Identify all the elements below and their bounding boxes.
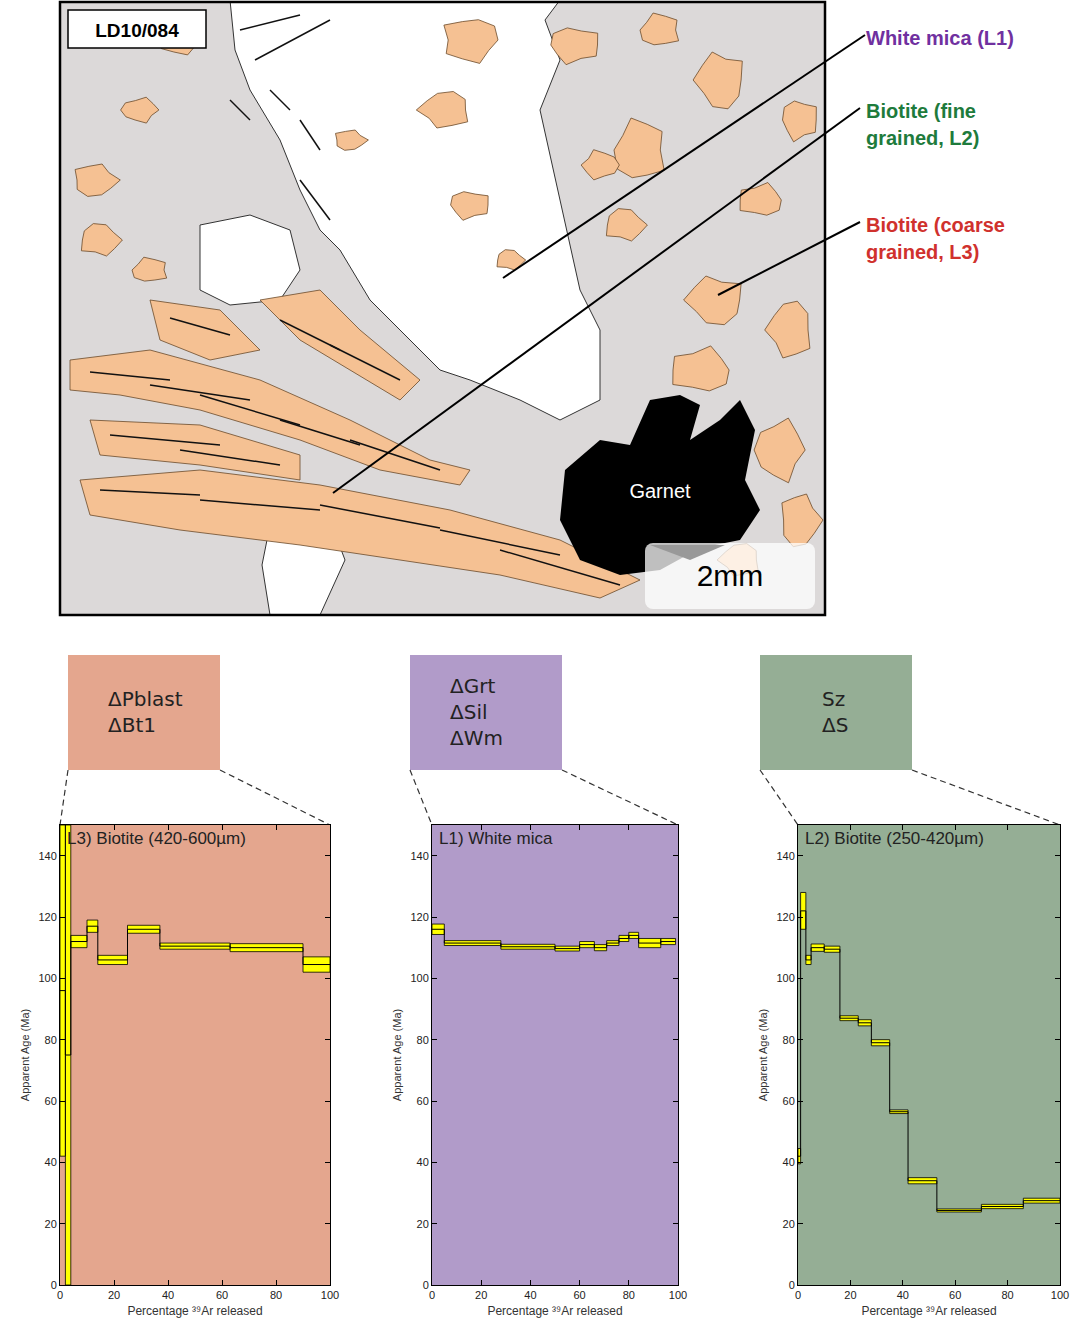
- svg-text:Apparent Age (Ma): Apparent Age (Ma): [391, 1009, 403, 1101]
- svg-text:0: 0: [795, 1289, 801, 1301]
- svg-text:ΔS: ΔS: [822, 713, 848, 737]
- svg-text:2mm: 2mm: [697, 559, 764, 592]
- svg-text:100: 100: [1051, 1289, 1069, 1301]
- svg-text:0: 0: [57, 1289, 63, 1301]
- svg-text:60: 60: [417, 1095, 429, 1107]
- svg-text:L2) Biotite (250-420µm): L2) Biotite (250-420µm): [805, 829, 984, 848]
- svg-text:ΔPblast: ΔPblast: [108, 687, 183, 711]
- svg-text:100: 100: [321, 1289, 339, 1301]
- svg-text:140: 140: [410, 850, 428, 862]
- svg-text:Percentage ³⁹Ar released: Percentage ³⁹Ar released: [861, 1304, 996, 1318]
- svg-text:80: 80: [1001, 1289, 1013, 1301]
- svg-text:L3) Biotite (420-600µm): L3) Biotite (420-600µm): [67, 829, 246, 848]
- svg-text:100: 100: [669, 1289, 687, 1301]
- svg-text:White mica (L1): White mica (L1): [866, 27, 1014, 49]
- svg-text:grained, L3): grained, L3): [866, 241, 979, 263]
- svg-text:Biotite (coarse: Biotite (coarse: [866, 214, 1005, 236]
- svg-text:20: 20: [783, 1218, 795, 1230]
- svg-text:ΔWm: ΔWm: [450, 726, 503, 750]
- svg-text:60: 60: [573, 1289, 585, 1301]
- svg-text:80: 80: [45, 1034, 57, 1046]
- svg-text:Sz: Sz: [822, 687, 845, 711]
- svg-text:60: 60: [783, 1095, 795, 1107]
- svg-text:20: 20: [45, 1218, 57, 1230]
- svg-text:60: 60: [216, 1289, 228, 1301]
- svg-text:40: 40: [45, 1156, 57, 1168]
- svg-text:Apparent Age (Ma): Apparent Age (Ma): [19, 1009, 31, 1101]
- svg-text:0: 0: [789, 1279, 795, 1291]
- svg-text:120: 120: [410, 911, 428, 923]
- svg-text:40: 40: [783, 1156, 795, 1168]
- svg-text:Biotite (fine: Biotite (fine: [866, 100, 976, 122]
- svg-text:20: 20: [475, 1289, 487, 1301]
- svg-text:60: 60: [949, 1289, 961, 1301]
- svg-text:100: 100: [410, 972, 428, 984]
- svg-text:20: 20: [844, 1289, 856, 1301]
- svg-text:140: 140: [776, 850, 794, 862]
- svg-text:20: 20: [108, 1289, 120, 1301]
- svg-text:Apparent Age (Ma): Apparent Age (Ma): [757, 1009, 769, 1101]
- svg-text:120: 120: [776, 911, 794, 923]
- svg-text:0: 0: [423, 1279, 429, 1291]
- svg-text:40: 40: [897, 1289, 909, 1301]
- svg-text:100: 100: [776, 972, 794, 984]
- svg-text:80: 80: [623, 1289, 635, 1301]
- svg-text:100: 100: [38, 972, 56, 984]
- svg-text:80: 80: [270, 1289, 282, 1301]
- svg-text:0: 0: [51, 1279, 57, 1291]
- svg-text:40: 40: [162, 1289, 174, 1301]
- svg-text:L1) White mica: L1) White mica: [439, 829, 553, 848]
- svg-text:Percentage ³⁹Ar released: Percentage ³⁹Ar released: [127, 1304, 262, 1318]
- svg-text:grained, L2): grained, L2): [866, 127, 979, 149]
- svg-text:0: 0: [429, 1289, 435, 1301]
- svg-text:ΔGrt: ΔGrt: [450, 674, 495, 698]
- svg-text:LD10/084: LD10/084: [95, 20, 179, 41]
- svg-text:40: 40: [417, 1156, 429, 1168]
- svg-text:ΔBt1: ΔBt1: [108, 713, 156, 737]
- svg-text:80: 80: [783, 1034, 795, 1046]
- svg-text:40: 40: [524, 1289, 536, 1301]
- svg-text:140: 140: [38, 850, 56, 862]
- svg-text:ΔSil: ΔSil: [450, 700, 488, 724]
- svg-text:20: 20: [417, 1218, 429, 1230]
- svg-text:Percentage ³⁹Ar released: Percentage ³⁹Ar released: [487, 1304, 622, 1318]
- svg-text:80: 80: [417, 1034, 429, 1046]
- svg-text:120: 120: [38, 911, 56, 923]
- svg-text:Garnet: Garnet: [629, 480, 691, 502]
- svg-text:60: 60: [45, 1095, 57, 1107]
